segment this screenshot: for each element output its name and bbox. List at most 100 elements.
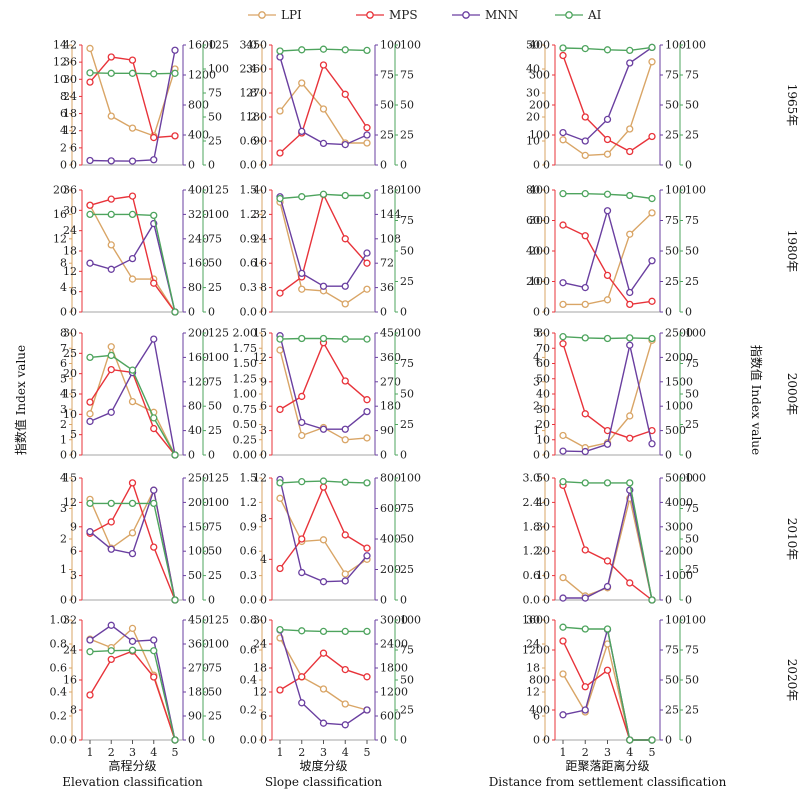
series-ai <box>86 210 179 316</box>
data-point <box>319 578 328 586</box>
tick-label: 0.0 <box>523 594 541 607</box>
tick-label: 1.2 <box>240 111 258 124</box>
series-mnn <box>276 475 371 586</box>
axis-lpi: 0 10 20 30 40 50 <box>526 39 546 172</box>
data-point <box>603 334 612 343</box>
data-point <box>559 190 567 198</box>
tick-label: 0 <box>400 306 407 319</box>
axis-ai: 0 25 50 75 100 <box>394 472 421 607</box>
tick-label: 0.2 <box>240 704 258 717</box>
tick-label: 50 <box>188 569 202 582</box>
data-point <box>107 408 115 416</box>
series-lpi <box>276 494 371 578</box>
axis-ai: 0 25 50 75 100 125 <box>202 472 229 607</box>
tick-label: 0.2 <box>50 710 68 723</box>
data-point <box>276 289 284 297</box>
data-point <box>603 440 612 448</box>
series-mps <box>276 483 371 573</box>
data-point <box>581 190 589 198</box>
y-axis-label-left: 指数值 Index value <box>13 345 28 455</box>
x-tick-label: 1 <box>87 746 94 759</box>
data-point <box>86 499 94 508</box>
series-mps <box>559 340 656 442</box>
tick-label: 25 <box>665 704 679 717</box>
data-point <box>86 69 94 77</box>
tick-label: 8 <box>70 704 77 717</box>
data-point <box>298 392 306 401</box>
tick-label: 0 <box>400 449 407 462</box>
tick-label: 1600 <box>522 614 550 627</box>
data-point <box>298 79 306 87</box>
data-point <box>107 157 115 165</box>
axis-mnn: 0 25 50 75 100 <box>659 614 686 747</box>
tick-label: 0 <box>208 306 215 319</box>
data-point <box>581 706 589 714</box>
series-line-ai <box>89 649 176 741</box>
tick-label: 12 <box>63 124 77 137</box>
data-point <box>603 207 612 215</box>
data-point <box>128 549 137 558</box>
tick-label: 1.0 <box>50 614 68 627</box>
tick-label: 24 <box>253 232 267 245</box>
tick-label: 6 <box>70 285 77 298</box>
tick-label: 100 <box>685 472 706 485</box>
data-point <box>86 353 94 362</box>
data-point <box>581 232 589 240</box>
tick-label: 80 <box>188 400 202 413</box>
tick-label: 0 <box>543 306 550 319</box>
tick-label: 24 <box>63 90 77 103</box>
panel-2-2: 0.0 0.3 0.6 0.9 1.2 1.5 0 8 16 24 32 40 0 36 72 108 144 1… <box>240 184 422 319</box>
tick-label: 2000 <box>665 545 693 558</box>
axis-mnn: 0 400 800 1200 1600 <box>182 39 216 172</box>
data-point <box>626 579 634 587</box>
axis-lpi: 0 6 12 18 24 30 <box>526 614 546 747</box>
axis-ai: 0 25 50 75 100 <box>679 472 706 607</box>
data-point <box>298 431 306 440</box>
tick-label: 25 <box>665 275 679 288</box>
tick-label: 25 <box>685 418 699 431</box>
series-lpi <box>559 58 656 160</box>
column-label-cn: 距聚落距离分级 <box>565 758 649 773</box>
data-point <box>128 479 137 487</box>
tick-label: 0 <box>60 159 67 172</box>
data-point <box>319 61 328 69</box>
panel-5-2: 0.00.20.40.60.80612182430060012001800240… <box>240 614 422 760</box>
tick-label: 0.75 <box>233 403 258 416</box>
data-point <box>341 90 349 98</box>
tick-label: 1.2 <box>240 208 258 221</box>
tick-label: 12 <box>526 686 540 699</box>
tick-label: 75 <box>208 232 222 245</box>
tick-label: 50 <box>536 372 550 385</box>
series-ai <box>86 646 179 744</box>
tick-label: 360 <box>380 351 401 364</box>
data-point <box>363 249 371 257</box>
axis-lpi: 0 1 2 3 4 5 <box>533 327 546 462</box>
tick-label: 6 <box>533 710 540 723</box>
data-point <box>341 300 349 308</box>
axis-mnn: 0 200 400 600 800 <box>374 472 401 607</box>
tick-label: 180 <box>380 184 401 197</box>
tick-label: 50 <box>685 533 699 546</box>
tick-label: 2400 <box>380 638 408 651</box>
series-mnn <box>276 193 371 290</box>
tick-label: 0 <box>260 449 267 462</box>
tick-label: 125 <box>208 614 229 627</box>
data-point <box>363 191 371 200</box>
tick-label: 120 <box>188 375 209 388</box>
data-point <box>341 282 349 290</box>
tick-label: 0.6 <box>240 545 258 558</box>
tick-label: 40 <box>526 63 540 76</box>
data-point <box>341 140 349 149</box>
tick-label: 30 <box>63 327 77 340</box>
tick-label: 5 <box>60 372 67 385</box>
data-point <box>107 621 115 629</box>
data-point <box>603 150 612 158</box>
axis-mnn: 0 90 180 270 360 450 <box>374 327 401 462</box>
axis-lpi: 0 1 2 3 4 <box>60 472 73 607</box>
tick-label: 10 <box>63 408 77 421</box>
legend-label-mps: MPS <box>389 8 418 22</box>
axis-mnn: 0 25 50 75 100 <box>659 184 686 319</box>
data-point <box>363 479 371 487</box>
data-point <box>128 254 137 263</box>
data-point <box>581 479 589 487</box>
